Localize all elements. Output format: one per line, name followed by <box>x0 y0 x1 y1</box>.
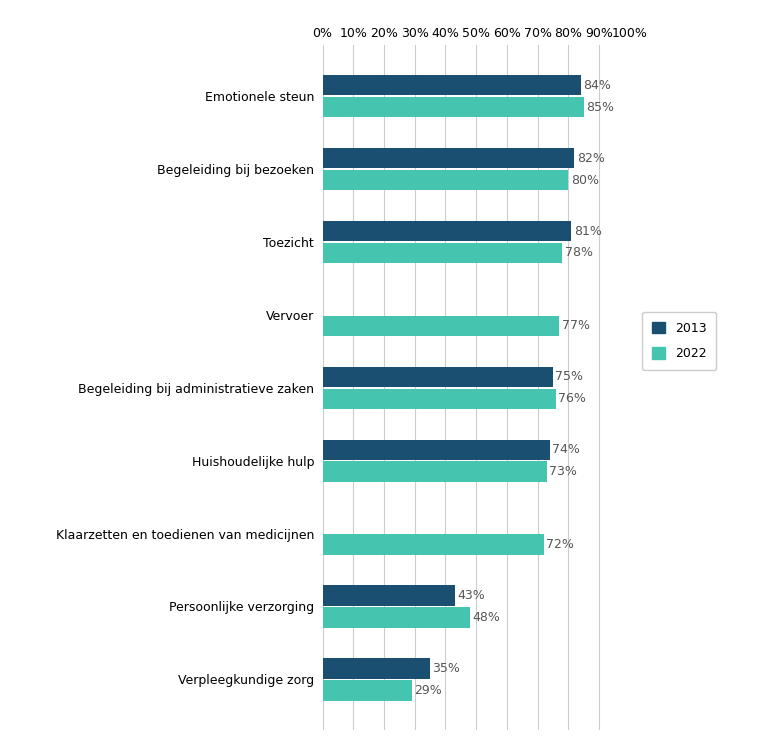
Text: 76%: 76% <box>558 392 586 405</box>
Bar <box>323 170 568 191</box>
Bar <box>323 462 547 482</box>
Bar <box>323 389 556 409</box>
Text: 29%: 29% <box>414 684 442 697</box>
Bar <box>323 658 430 678</box>
Legend: 2013, 2022: 2013, 2022 <box>642 312 717 370</box>
Bar <box>323 148 574 169</box>
Text: 72%: 72% <box>546 538 574 551</box>
Bar <box>323 680 412 700</box>
Bar <box>323 440 550 460</box>
Text: 77%: 77% <box>561 319 590 332</box>
Text: 43%: 43% <box>457 589 485 602</box>
Text: 80%: 80% <box>571 173 599 187</box>
Bar <box>323 97 584 117</box>
Bar <box>323 242 562 263</box>
Text: 82%: 82% <box>577 151 604 165</box>
Bar <box>323 535 544 555</box>
Bar <box>323 75 581 96</box>
Text: 78%: 78% <box>564 246 593 260</box>
Text: 81%: 81% <box>574 224 601 237</box>
Bar <box>323 607 470 628</box>
Text: 85%: 85% <box>586 101 614 114</box>
Text: 73%: 73% <box>549 465 577 478</box>
Text: 48%: 48% <box>472 611 500 624</box>
Bar <box>323 585 455 605</box>
Text: 35%: 35% <box>432 662 460 675</box>
Bar <box>323 221 571 241</box>
Bar <box>323 316 559 336</box>
Text: 84%: 84% <box>583 79 611 92</box>
Bar <box>323 367 553 387</box>
Text: 74%: 74% <box>552 444 580 456</box>
Text: 75%: 75% <box>555 370 584 383</box>
